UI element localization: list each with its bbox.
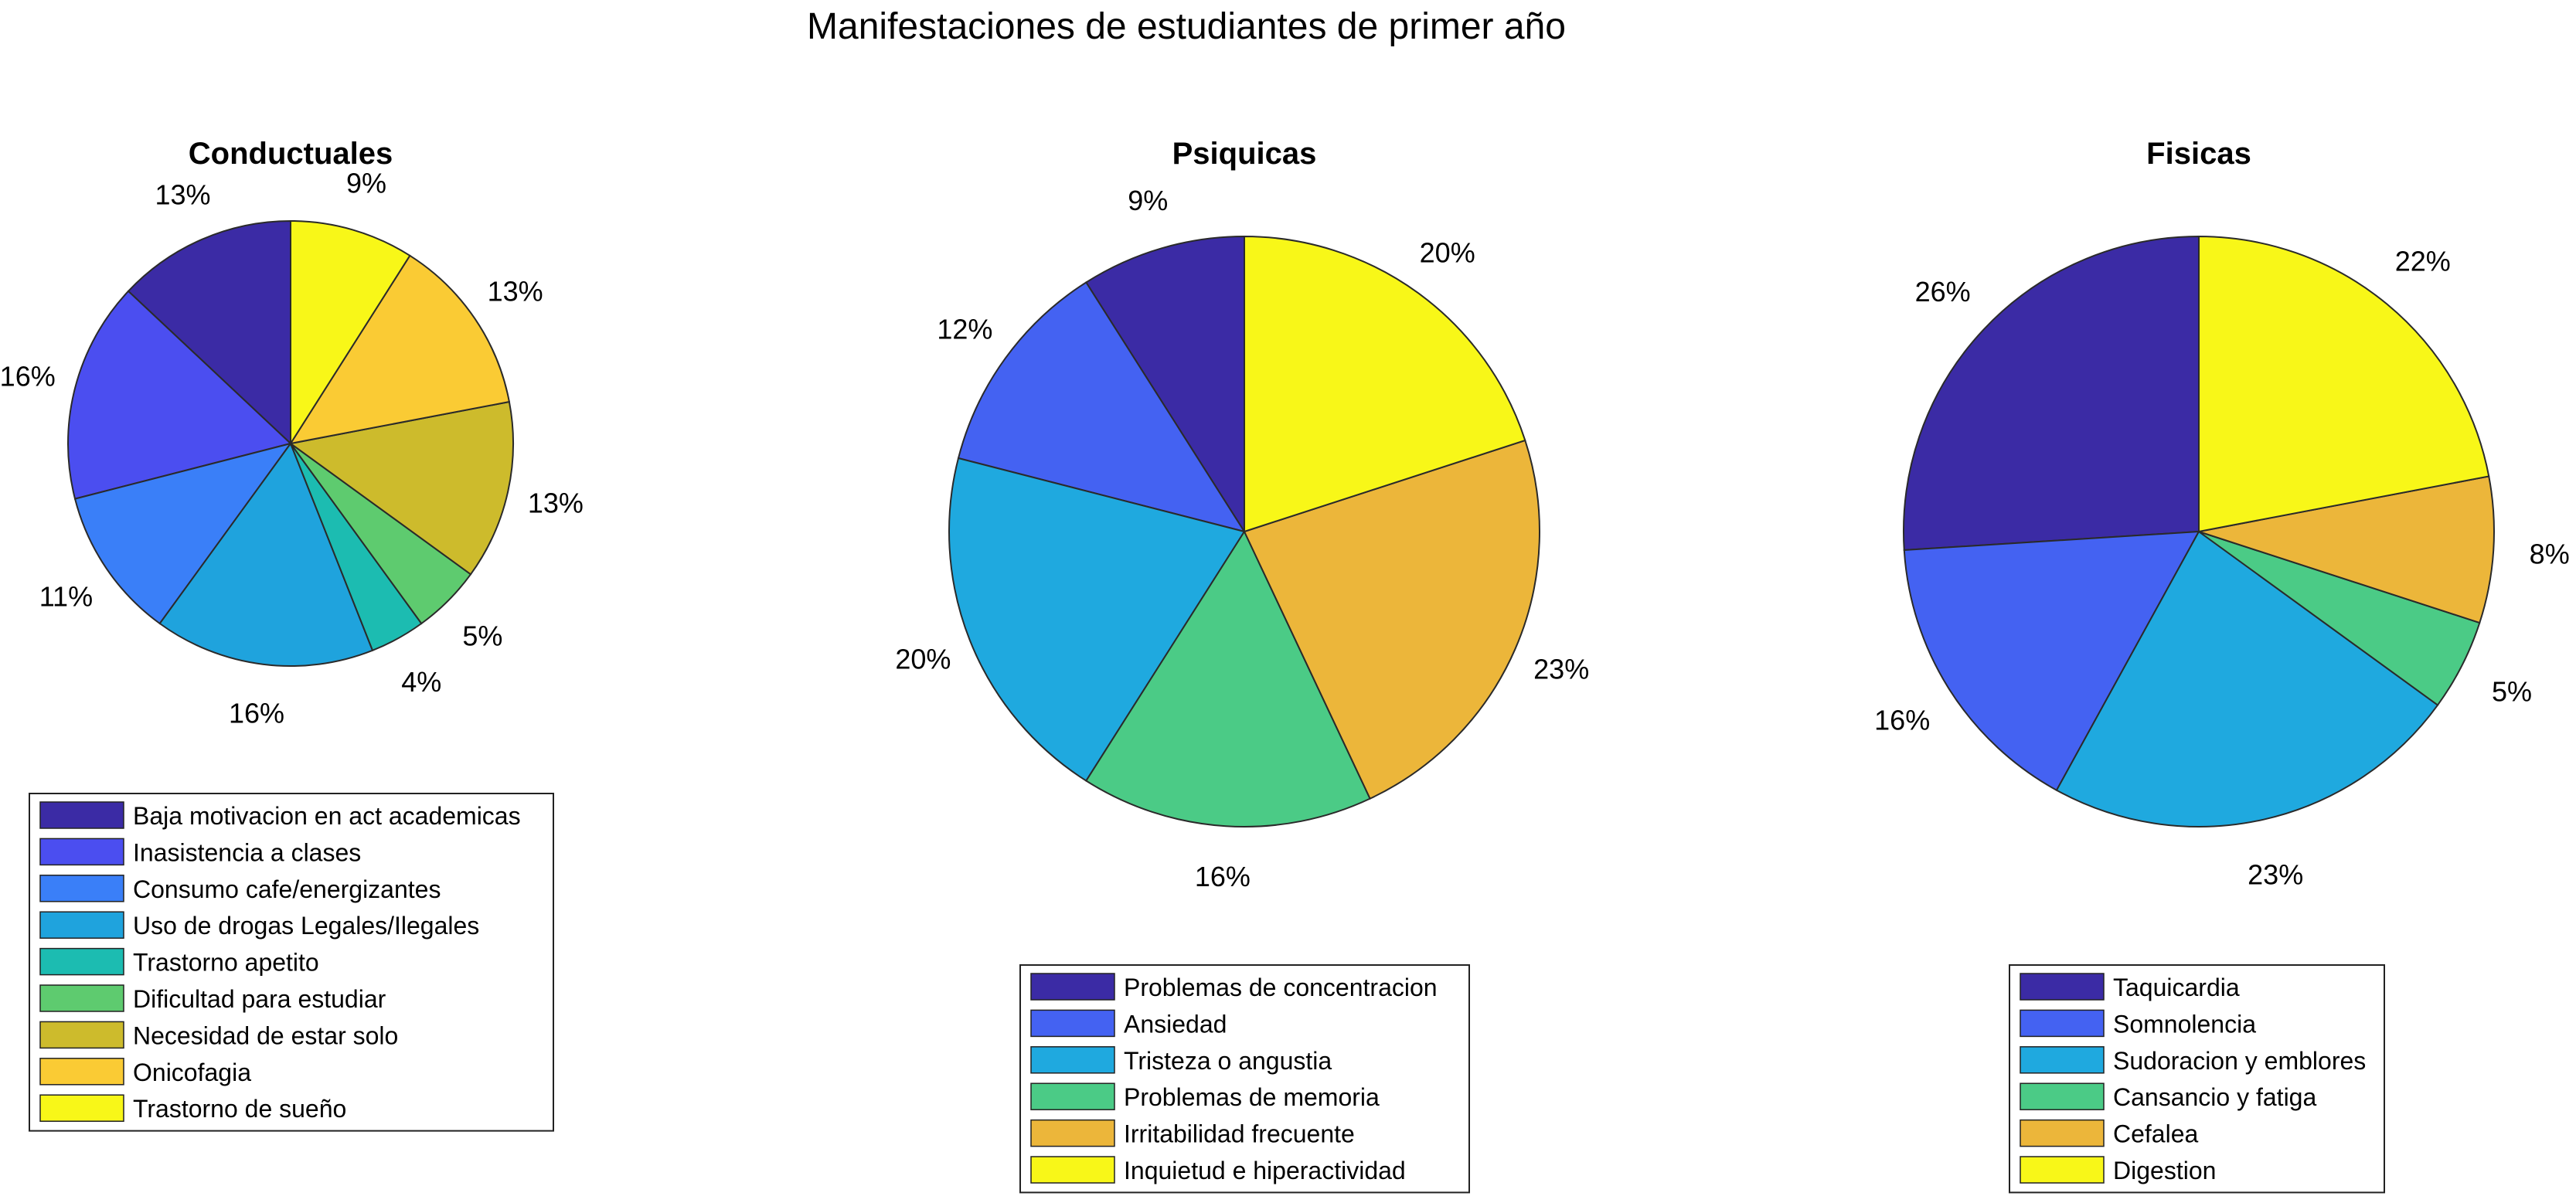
legend-swatch	[2020, 1082, 2105, 1110]
slice-percent-label: 4%	[401, 666, 441, 698]
pie-slice	[957, 281, 1247, 533]
slice-percent-label: 5%	[462, 620, 502, 651]
legend-swatch	[2020, 1156, 2105, 1184]
legend-swatch	[2020, 1046, 2105, 1074]
pie-slice	[158, 441, 374, 667]
pie-slice	[127, 219, 291, 446]
legend-swatch	[1030, 1082, 1115, 1110]
legend-swatch	[39, 1021, 124, 1049]
slice-percent-label: 13%	[488, 276, 543, 308]
slice-percent-label: 26%	[1915, 276, 1971, 308]
legend-label: Trastorno de sueño	[133, 1095, 346, 1123]
figure-title: Manifestaciones de estudiantes de primer…	[807, 6, 1566, 47]
legend-label: Dificultad para estudiar	[133, 985, 386, 1013]
chart-title: Conductuales	[189, 137, 393, 171]
legend-swatch	[1030, 1046, 1115, 1074]
legend-label: Cansancio y fatiga	[2113, 1083, 2316, 1111]
slice-percent-label: 9%	[346, 168, 386, 199]
slice-percent-label: 9%	[1128, 185, 1168, 216]
legend-swatch	[39, 1058, 124, 1086]
slice-percent-label: 23%	[2248, 859, 2303, 891]
legend-label: Ansiedad	[1124, 1010, 1227, 1038]
slice-percent-label: 22%	[2395, 246, 2451, 277]
slice-percent-label: 16%	[1874, 705, 1930, 736]
pie-slice	[1903, 235, 2200, 552]
slice-percent-label: 16%	[0, 361, 56, 393]
legend-label: Uso de drogas Legales/Ilegales	[133, 912, 479, 940]
legend-label: Somnolencia	[2113, 1010, 2256, 1038]
legend-swatch	[39, 984, 124, 1012]
pie-slice	[1244, 235, 1526, 533]
pie-slice	[1084, 529, 1371, 827]
legend-label: Tristeza o angustia	[1124, 1047, 1332, 1075]
legend-label: Inquietud e hiperactividad	[1124, 1157, 1406, 1184]
slice-percent-label: 23%	[1533, 654, 1589, 685]
legend-swatch	[1030, 1119, 1115, 1147]
legend-label: Inasistencia a clases	[133, 838, 361, 866]
legend-psiquicas: Problemas de concentracion Ansiedad Triste…	[1019, 964, 1470, 1194]
pie-slice	[288, 400, 514, 576]
legend-label: Irritabilidad frecuente	[1124, 1120, 1355, 1148]
legend-fisicas: Taquicardia Somnolencia Sudoracion y emblo…	[2009, 964, 2385, 1194]
slice-percent-label: 11%	[39, 581, 93, 613]
slice-percent-label: 12%	[937, 313, 992, 345]
pie-slice	[73, 442, 293, 625]
slice-percent-label: 20%	[895, 644, 951, 675]
legend-label: Onicofagia	[133, 1059, 251, 1086]
chart-title: Fisicas	[2146, 137, 2251, 171]
pie-slice	[1243, 439, 1540, 800]
legend-swatch	[1030, 1156, 1115, 1184]
pie-slice	[2055, 530, 2439, 827]
pie-slice	[2198, 235, 2490, 533]
slice-percent-label: 20%	[1420, 236, 1475, 268]
legend-swatch	[1030, 1009, 1115, 1038]
legend-swatch	[2020, 1009, 2105, 1038]
legend-label: Problemas de concentracion	[1124, 974, 1438, 1001]
slice-percent-label: 8%	[2530, 539, 2570, 570]
legend-swatch	[2020, 1119, 2105, 1147]
legend-label: Necesidad de estar solo	[133, 1021, 398, 1049]
legend-label: Trastorno apetito	[133, 949, 319, 977]
legend-box	[2009, 964, 2385, 1194]
chart-title: Psiquicas	[1172, 137, 1317, 171]
pie-slice	[67, 290, 293, 500]
legend-swatch	[39, 801, 124, 829]
slice-percent-label: 13%	[155, 179, 210, 211]
legend-swatch	[39, 875, 124, 902]
pie-chart-fisicas: Fisicas 26% 16% 23% 5% 8% 22% Taquicardia Somnol…	[1874, 137, 2570, 1194]
pie-slice	[290, 219, 411, 447]
charts-layer: Conductuales 13% 16% 11% 16% 4% 5% 13% 13% 9% Baja…	[0, 137, 2570, 1194]
legend-swatch	[39, 947, 124, 976]
legend-swatch	[2020, 973, 2105, 1001]
legend-label: Consumo cafe/energizantes	[133, 875, 441, 903]
slice-percent-label: 16%	[229, 698, 284, 729]
legend-swatch	[39, 911, 124, 939]
legend-conductuales: Baja motivacion en act academicas Inasist…	[29, 793, 554, 1132]
slice-percent-label: 5%	[2492, 675, 2532, 707]
pie-slice	[288, 254, 511, 445]
legend-label: Problemas de memoria	[1124, 1083, 1380, 1111]
legend-label: Baja motivacion en act academicas	[133, 802, 521, 830]
slice-percent-label: 13%	[528, 488, 584, 519]
legend-swatch	[1030, 973, 1115, 1001]
legend-swatch	[39, 838, 124, 866]
legend-box	[1019, 964, 1470, 1194]
pie-chart-conductuales: Conductuales 13% 16% 11% 16% 4% 5% 13% 13% 9% Baja…	[0, 137, 584, 1132]
legend-label: Cefalea	[2113, 1120, 2199, 1148]
pie-slice	[948, 457, 1246, 782]
pie-slice	[2198, 475, 2495, 624]
slice-percent-label: 16%	[1195, 861, 1251, 892]
legend-label: Taquicardia	[2113, 974, 2240, 1001]
pie-slice	[1084, 235, 1245, 535]
legend-label: Sudoracion y emblores	[2113, 1047, 2366, 1075]
legend-label: Digestion	[2113, 1157, 2216, 1184]
legend-swatch	[39, 1094, 124, 1122]
pie-slice	[1903, 530, 2200, 792]
